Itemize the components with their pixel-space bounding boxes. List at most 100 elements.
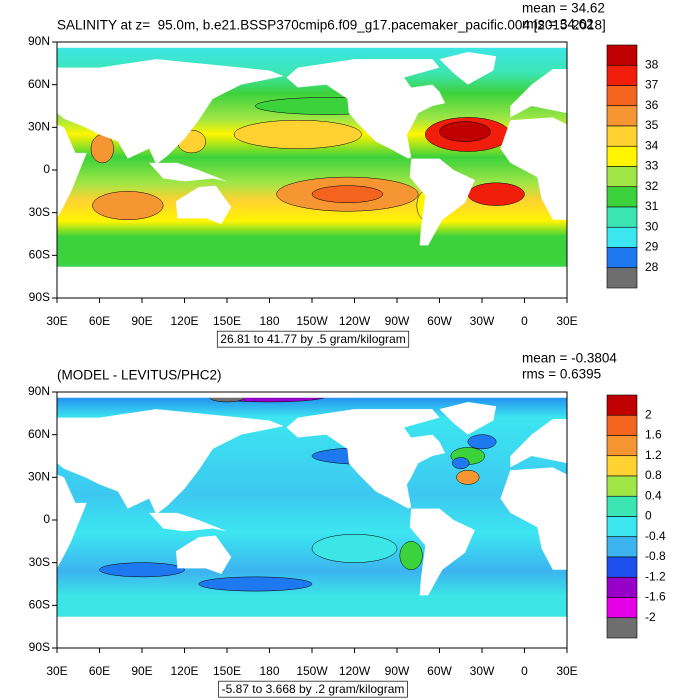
range-info: -5.87 to 3.668 by .2 gram/kilogram <box>222 682 405 696</box>
colorbar-box <box>606 495 638 517</box>
lat-label: 30N <box>28 120 50 134</box>
contour-region <box>92 191 164 221</box>
lat-label: 30S <box>29 205 50 219</box>
lat-label: 90S <box>29 290 50 304</box>
colorbar-box <box>606 455 638 477</box>
colorbar-label: -2 <box>645 610 656 624</box>
contour-region <box>467 434 497 450</box>
stat: rms = 0.6395 <box>522 367 601 382</box>
contour-region <box>90 134 114 164</box>
lon-label: 30W <box>470 314 495 328</box>
lon-label: 60W <box>427 314 452 328</box>
contour-region <box>467 182 525 206</box>
lat-label: 0 <box>43 512 50 526</box>
colorbar-label: 0.4 <box>645 488 662 502</box>
lon-label: 90E <box>131 664 152 678</box>
contour-region <box>99 562 185 578</box>
colorbar-label: 0 <box>645 509 652 523</box>
colorbar-box <box>606 166 638 188</box>
contour-region <box>399 541 423 571</box>
colorbar-box <box>606 597 638 619</box>
contour-region <box>456 469 480 485</box>
lon-label: 90W <box>385 314 410 328</box>
lon-label: 150E <box>213 664 241 678</box>
land <box>286 409 446 509</box>
stat: rms = 34.62 <box>522 17 594 32</box>
colorbar-label: 29 <box>645 240 659 254</box>
colorbar-label: -1.2 <box>645 569 666 583</box>
colorbar-label: 1.2 <box>645 448 662 462</box>
lon-label: 30E <box>46 314 67 328</box>
lat-label: 60N <box>28 427 50 441</box>
lat-label: 30S <box>29 555 50 569</box>
land <box>57 124 87 219</box>
colorbar-box <box>606 125 638 147</box>
colorbar-label: -0.4 <box>645 529 666 543</box>
colorbar-box <box>606 394 638 416</box>
land <box>57 409 284 515</box>
land <box>57 616 567 648</box>
colorbar-label: 35 <box>645 118 659 132</box>
contour-region <box>311 185 384 203</box>
lon-label: 150W <box>296 664 328 678</box>
colorbar-box <box>606 267 638 289</box>
land <box>149 162 227 182</box>
land <box>149 512 227 532</box>
colorbar-box <box>606 186 638 208</box>
land <box>510 419 567 468</box>
lon-label: 120E <box>170 664 198 678</box>
lat-label: 90S <box>29 640 50 654</box>
lon-label: 60W <box>427 664 452 678</box>
colorbar-label: 28 <box>645 260 659 274</box>
land <box>439 51 497 85</box>
lat-label: 90N <box>28 384 50 398</box>
lat-label: 60N <box>28 77 50 91</box>
lon-label: 90W <box>385 664 410 678</box>
land <box>439 401 497 435</box>
stat: mean = -0.3804 <box>522 351 617 366</box>
contour-region <box>233 119 362 149</box>
colorbar-box <box>606 475 638 497</box>
colorbar-box <box>606 247 638 269</box>
lon-label: 60E <box>89 664 110 678</box>
lat-label: 60S <box>29 248 50 262</box>
contour-region <box>439 121 491 142</box>
colorbar-label: 34 <box>645 138 659 152</box>
colorbar-box <box>606 64 638 86</box>
lon-label: 30E <box>46 664 67 678</box>
land <box>286 59 446 159</box>
colorbar-box <box>606 576 638 598</box>
colorbar-box <box>606 617 638 639</box>
colorbar-box <box>606 435 638 457</box>
colorbar-box <box>606 414 638 436</box>
contour-region <box>452 457 470 470</box>
lat-label: 60S <box>29 598 50 612</box>
colorbar-box <box>606 206 638 228</box>
colorbar-box <box>606 105 638 127</box>
panel-title: SALINITY at z= 95.0m, b.e21.BSSP370cmip6… <box>57 18 606 33</box>
lon-label: 60E <box>89 314 110 328</box>
colorbar-label: 2 <box>645 407 652 421</box>
range-box <box>216 330 410 348</box>
lat-label: 30N <box>28 470 50 484</box>
colorbar-label: 31 <box>645 199 659 213</box>
lon-label: 90E <box>131 314 152 328</box>
colorbar-label: 32 <box>645 179 659 193</box>
lon-label: 30E <box>556 314 577 328</box>
land <box>57 59 284 165</box>
panel-title: (MODEL - LEVITUS/PHC2) <box>57 368 222 383</box>
colorbar-label: 38 <box>645 57 659 71</box>
lon-label: 120W <box>339 664 371 678</box>
land <box>500 117 567 220</box>
colorbar-label: 30 <box>645 219 659 233</box>
colorbar-label: 33 <box>645 159 659 173</box>
lon-label: 30W <box>470 664 495 678</box>
colorbar-label: -0.8 <box>645 549 666 563</box>
colorbar-label: 36 <box>645 98 659 112</box>
lat-label: 0 <box>43 162 50 176</box>
land <box>500 467 567 570</box>
colorbar-label: 37 <box>645 78 659 92</box>
stat: mean = 34.62 <box>522 1 605 16</box>
lon-label: 120W <box>339 314 371 328</box>
colorbar-box <box>606 85 638 107</box>
